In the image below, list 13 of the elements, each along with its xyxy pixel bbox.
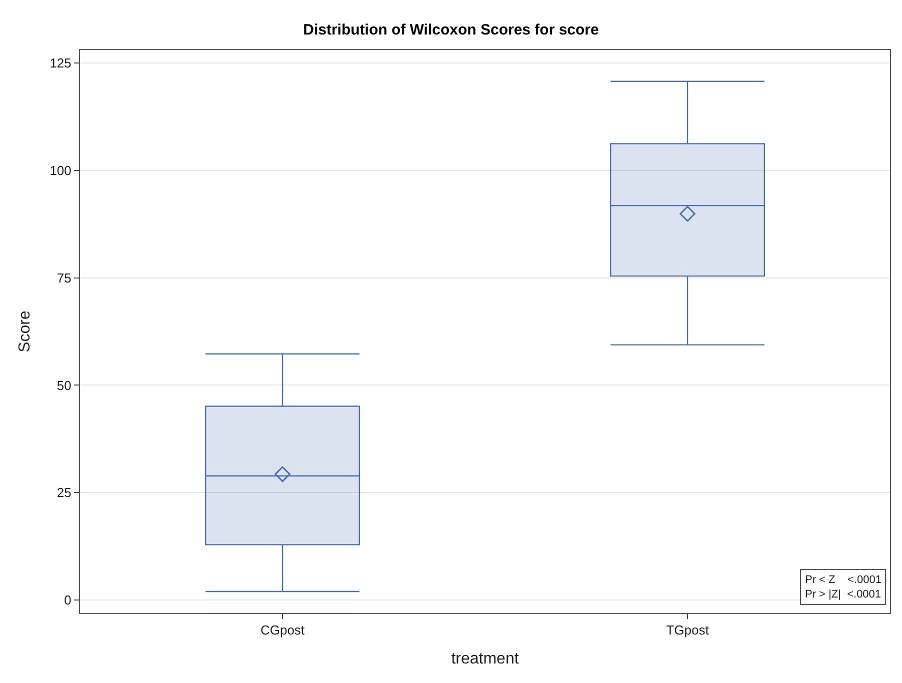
x-axis-title: treatment: [451, 650, 520, 668]
y-tick-label: 75: [56, 270, 72, 286]
y-axis-title: Score: [16, 310, 34, 352]
x-tick-label: CGpost: [260, 622, 305, 638]
chart-title: Distribution of Wilcoxon Scores for score: [303, 21, 599, 38]
annotation: Pr > |Z| <.0001: [805, 588, 882, 600]
y-tick-label: 50: [56, 378, 72, 393]
annotation: Pr < Z <.0001: [805, 574, 882, 586]
y-tick-label: 100: [50, 162, 72, 178]
y-tick-label: 25: [56, 485, 72, 500]
y-tick-label: 125: [50, 55, 72, 70]
y-tick-label: 0: [64, 592, 72, 608]
x-tick-label: TGpost: [666, 622, 710, 638]
